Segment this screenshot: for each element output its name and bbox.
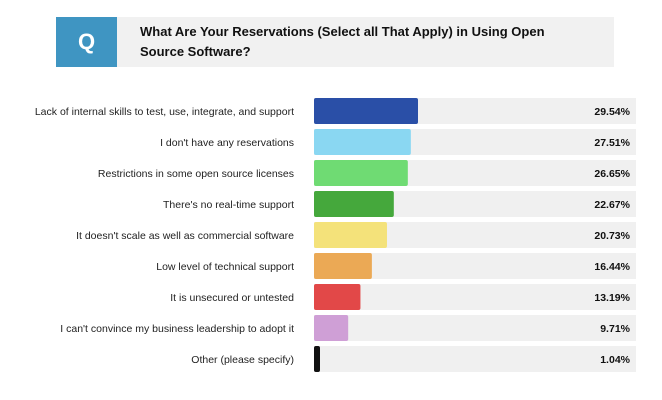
- value-label: 22.67%: [594, 199, 630, 211]
- bar: [314, 160, 408, 186]
- bar: [314, 253, 372, 279]
- bar-track: [314, 284, 636, 310]
- category-label: I can't convince my business leadership …: [60, 323, 294, 335]
- bar-track: [314, 315, 636, 341]
- category-label: It doesn't scale as well as commercial s…: [76, 230, 294, 242]
- bar-track: [314, 346, 636, 372]
- category-label: Other (please specify): [191, 354, 294, 366]
- question-banner: [56, 17, 614, 67]
- bar: [314, 129, 411, 155]
- category-label: Low level of technical support: [156, 261, 294, 273]
- question-badge: Q: [56, 17, 117, 67]
- value-label: 9.71%: [600, 323, 630, 335]
- value-label: 1.04%: [600, 354, 630, 366]
- value-label: 26.65%: [594, 168, 630, 180]
- bar: [314, 191, 394, 217]
- value-label: 16.44%: [594, 261, 630, 273]
- category-label: I don't have any reservations: [160, 137, 294, 149]
- category-label: Lack of internal skills to test, use, in…: [35, 106, 294, 118]
- bar: [314, 222, 387, 248]
- bar: [314, 98, 418, 124]
- question-title: What Are Your Reservations (Select all T…: [140, 24, 545, 59]
- category-label: There's no real-time support: [163, 199, 294, 211]
- value-label: 29.54%: [594, 106, 630, 118]
- bar: [314, 315, 349, 341]
- bar: [314, 346, 320, 372]
- value-label: 13.19%: [594, 292, 630, 304]
- bar: [314, 284, 361, 310]
- category-label: Restrictions in some open source license…: [98, 168, 294, 180]
- value-label: 20.73%: [594, 230, 630, 242]
- category-label: It is unsecured or untested: [170, 292, 294, 304]
- value-label: 27.51%: [594, 137, 630, 149]
